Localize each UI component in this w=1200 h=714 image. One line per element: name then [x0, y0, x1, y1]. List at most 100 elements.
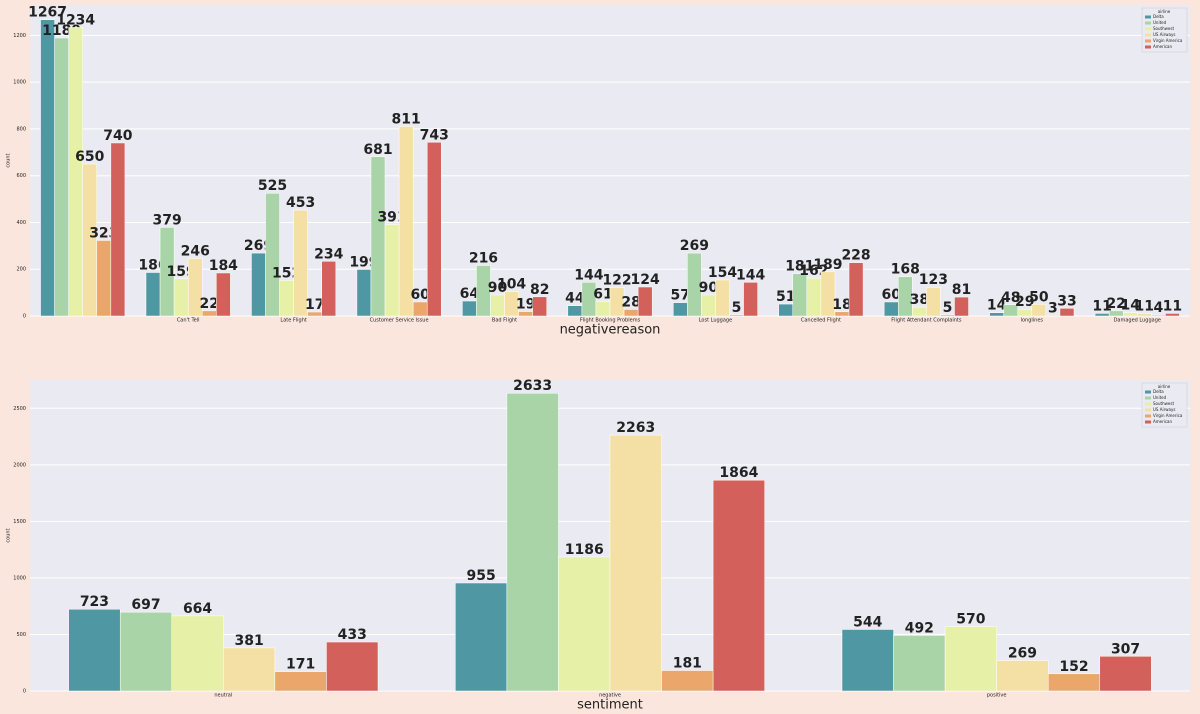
value-label: 184	[209, 258, 238, 274]
bar	[1031, 304, 1047, 317]
bar	[40, 19, 55, 317]
value-label: 168	[891, 262, 920, 278]
bar	[715, 279, 730, 317]
value-label: 1186	[565, 542, 604, 558]
x-tick-label: Cancelled Flight	[801, 318, 841, 324]
y-tick-label: 1500	[13, 519, 26, 525]
value-label: 381	[234, 633, 263, 649]
legend-label: American	[1153, 419, 1173, 424]
bar	[462, 300, 477, 317]
value-label: 379	[152, 212, 181, 228]
bar	[187, 258, 203, 317]
legend-swatch	[1145, 420, 1151, 424]
legend-swatch	[1145, 408, 1151, 412]
value-label: 216	[469, 250, 498, 266]
value-label: 189	[813, 257, 842, 273]
value-label: 5	[943, 300, 953, 316]
bar	[996, 660, 1049, 692]
y-tick-label: 1000	[13, 80, 26, 86]
bar	[216, 272, 231, 317]
y-tick-label: 200	[16, 267, 26, 273]
bar	[171, 615, 224, 692]
value-label: 181	[673, 656, 702, 672]
value-label: 955	[466, 568, 495, 584]
bar	[398, 126, 414, 317]
bar	[504, 291, 519, 317]
bar	[743, 282, 758, 317]
value-label: 269	[680, 238, 709, 254]
value-label: 697	[131, 597, 160, 613]
value-label: 51	[776, 289, 795, 305]
bar	[426, 142, 442, 317]
bar	[476, 265, 491, 317]
value-label: 124	[631, 272, 660, 288]
bar	[506, 392, 559, 692]
value-label: 5	[732, 300, 742, 316]
y-tick-label: 600	[16, 173, 26, 179]
x-axis-label: negativereason	[560, 323, 661, 338]
x-tick-label: Damaged Luggage	[1114, 318, 1161, 324]
value-label: 2263	[616, 420, 655, 436]
value-label: 104	[497, 277, 526, 293]
bar	[926, 286, 941, 317]
bar	[1017, 308, 1033, 317]
value-label: 18	[832, 297, 851, 313]
legend-label: Southwest	[1153, 26, 1174, 31]
bar	[637, 286, 653, 317]
value-label: 433	[338, 627, 367, 643]
bar	[384, 224, 400, 317]
plot-area	[30, 5, 1190, 316]
bar	[293, 209, 308, 317]
value-label: 723	[80, 594, 109, 610]
value-label: 57	[671, 288, 690, 304]
bar	[944, 626, 997, 692]
bar	[893, 635, 946, 692]
bar	[274, 671, 327, 692]
bar	[883, 301, 899, 317]
value-label: 152	[1059, 659, 1088, 675]
bar	[223, 647, 276, 692]
x-axis-label: sentiment	[577, 698, 643, 713]
bar	[326, 641, 379, 692]
bar	[356, 269, 372, 317]
value-label: 246	[181, 243, 210, 259]
x-tick-label: Lost Luggage	[699, 318, 732, 324]
bar	[567, 305, 583, 317]
bar	[110, 142, 126, 317]
x-tick-label: negative	[599, 693, 621, 699]
value-label: 90	[488, 280, 508, 296]
value-label: 48	[1001, 290, 1020, 306]
value-label: 228	[841, 248, 870, 264]
bar	[532, 296, 547, 317]
value-label: 11	[1135, 298, 1154, 314]
value-label: 122	[602, 272, 631, 288]
value-label: 743	[420, 127, 449, 143]
legend-swatch	[1145, 33, 1151, 37]
bar	[370, 156, 386, 317]
value-label: 29	[1015, 294, 1034, 310]
bar	[558, 556, 611, 692]
bar	[712, 479, 765, 692]
value-label: 650	[75, 149, 104, 165]
bar	[119, 611, 173, 692]
legend-swatch	[1145, 45, 1151, 49]
bar	[159, 227, 175, 317]
value-label: 181	[785, 259, 814, 275]
legend-label: Virgin America	[1153, 413, 1183, 418]
legend-label: Virgin America	[1153, 38, 1183, 43]
legend-swatch	[1145, 402, 1151, 406]
bar	[1165, 313, 1180, 317]
bar	[897, 276, 913, 317]
legend-label: Delta	[1153, 389, 1164, 394]
bar	[792, 273, 808, 317]
y-tick-label: 2500	[13, 406, 26, 412]
legend-label: Delta	[1153, 14, 1164, 19]
x-tick-label: Late Flight	[280, 318, 306, 324]
x-tick-label: Can't Tell	[177, 318, 200, 324]
legend-label: United	[1153, 20, 1167, 25]
bar	[96, 240, 112, 317]
legend-swatch	[1145, 27, 1151, 31]
value-label: 1864	[719, 465, 758, 481]
value-label: 453	[286, 195, 315, 211]
